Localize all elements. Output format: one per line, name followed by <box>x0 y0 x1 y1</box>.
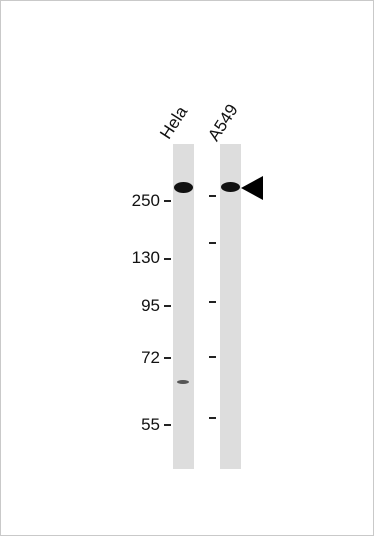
mw-tick-right-130 <box>209 242 216 244</box>
mw-tick-right-55 <box>209 417 216 419</box>
lane-label-a549: A549 <box>204 100 242 145</box>
lane-a549 <box>220 144 241 469</box>
mw-tick-left-95 <box>164 305 171 307</box>
target-band-arrow <box>241 176 263 200</box>
mw-tick-right-72 <box>209 356 216 358</box>
band-hela-main <box>174 182 193 193</box>
band-a549-main <box>221 182 240 192</box>
mw-tick-left-72 <box>164 357 171 359</box>
mw-label-250: 250 <box>131 191 160 210</box>
mw-label-95: 95 <box>141 296 160 315</box>
mw-tick-right-250 <box>209 195 216 197</box>
mw-label-72: 72 <box>141 348 160 367</box>
lane-label-hela: Hela <box>156 102 192 143</box>
mw-tick-right-95 <box>209 301 216 303</box>
mw-tick-left-130 <box>164 258 171 260</box>
band-hela-minor <box>177 380 189 384</box>
lane-hela <box>173 144 194 469</box>
mw-tick-left-55 <box>164 424 171 426</box>
mw-label-55: 55 <box>141 415 160 434</box>
mw-tick-left-250 <box>164 200 171 202</box>
mw-label-130: 130 <box>131 248 160 267</box>
